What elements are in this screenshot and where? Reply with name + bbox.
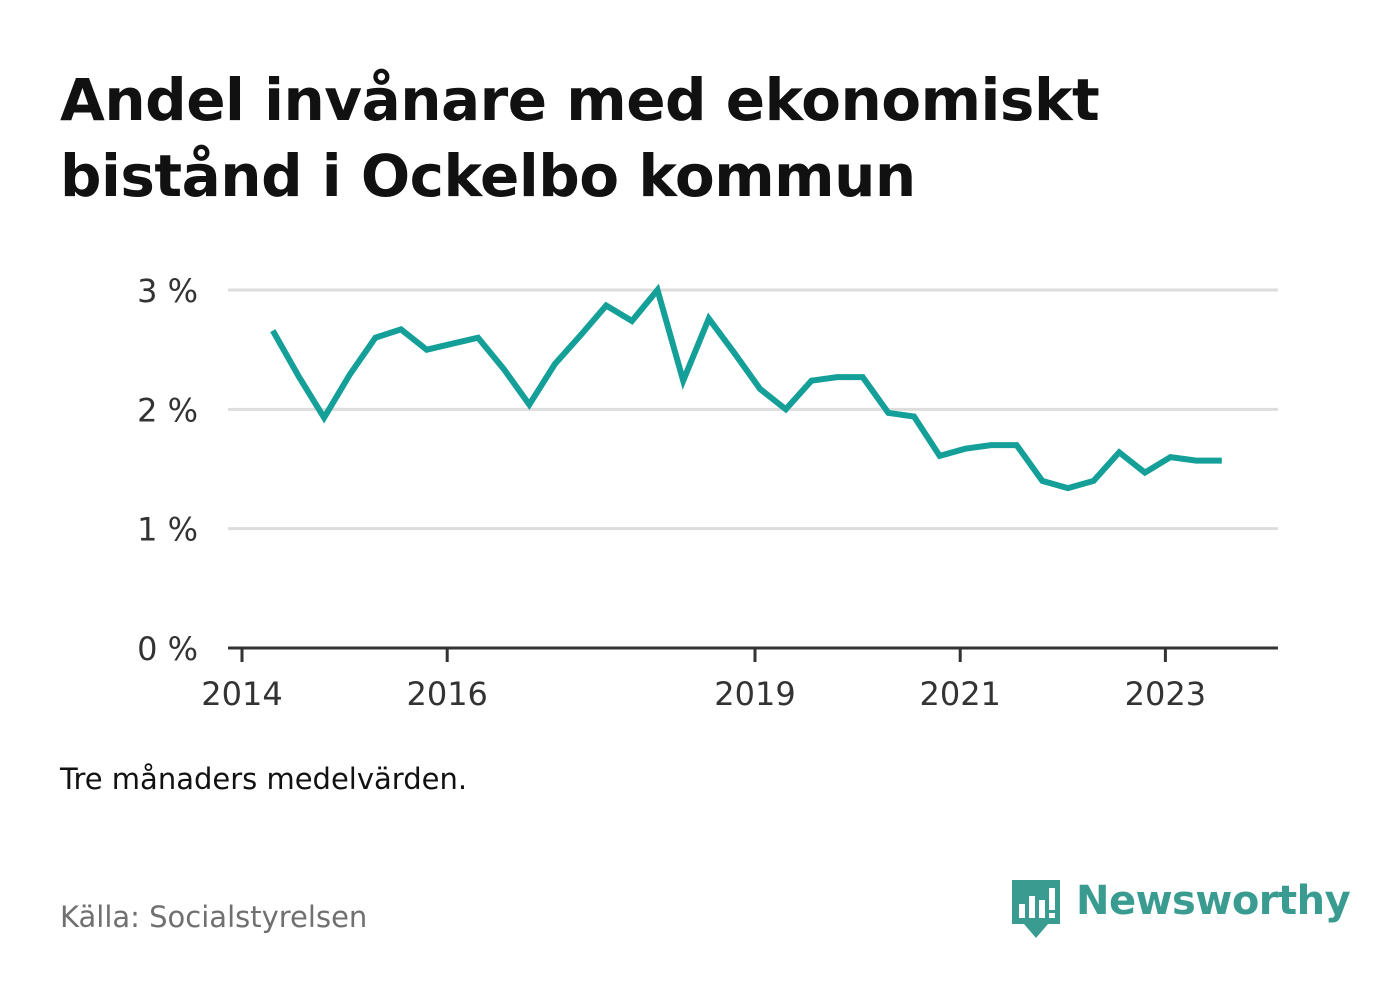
chart-title: Andel invånare med ekonomiskt bistånd i … [60, 66, 1100, 210]
series-line [270, 283, 1222, 492]
x-tick-label: 2014 [201, 675, 282, 713]
x-axis: 2014 2016 2019 2021 2023 [201, 646, 1278, 713]
gridlines [228, 288, 1278, 531]
x-tick-label: 2016 [406, 675, 487, 713]
y-tick-label: 1 % [137, 511, 198, 549]
x-tick-label: 2021 [919, 675, 1000, 713]
newsworthy-logo: Newsworthy [1010, 876, 1351, 942]
x-tick-label: 2023 [1125, 675, 1206, 713]
brand-name: Newsworthy [1076, 878, 1351, 924]
chart-note: Tre månaders medelvärden. [60, 762, 468, 796]
newsworthy-bar-chart-speech-bubble-icon [1012, 880, 1060, 938]
y-tick-label: 0 % [137, 630, 198, 668]
y-tick-label: 3 % [137, 272, 198, 310]
data-line-layer [270, 283, 1222, 492]
y-axis-tick-labels: 0 % 1 % 2 % 3 % [137, 272, 198, 668]
source-credit: Källa: Socialstyrelsen [60, 900, 368, 934]
line-chart: 0 % 1 % 2 % 3 % 2014 2016 2019 2021 2023 [137, 272, 1278, 713]
y-tick-label: 2 % [137, 391, 198, 429]
x-tick-label: 2019 [714, 675, 795, 713]
